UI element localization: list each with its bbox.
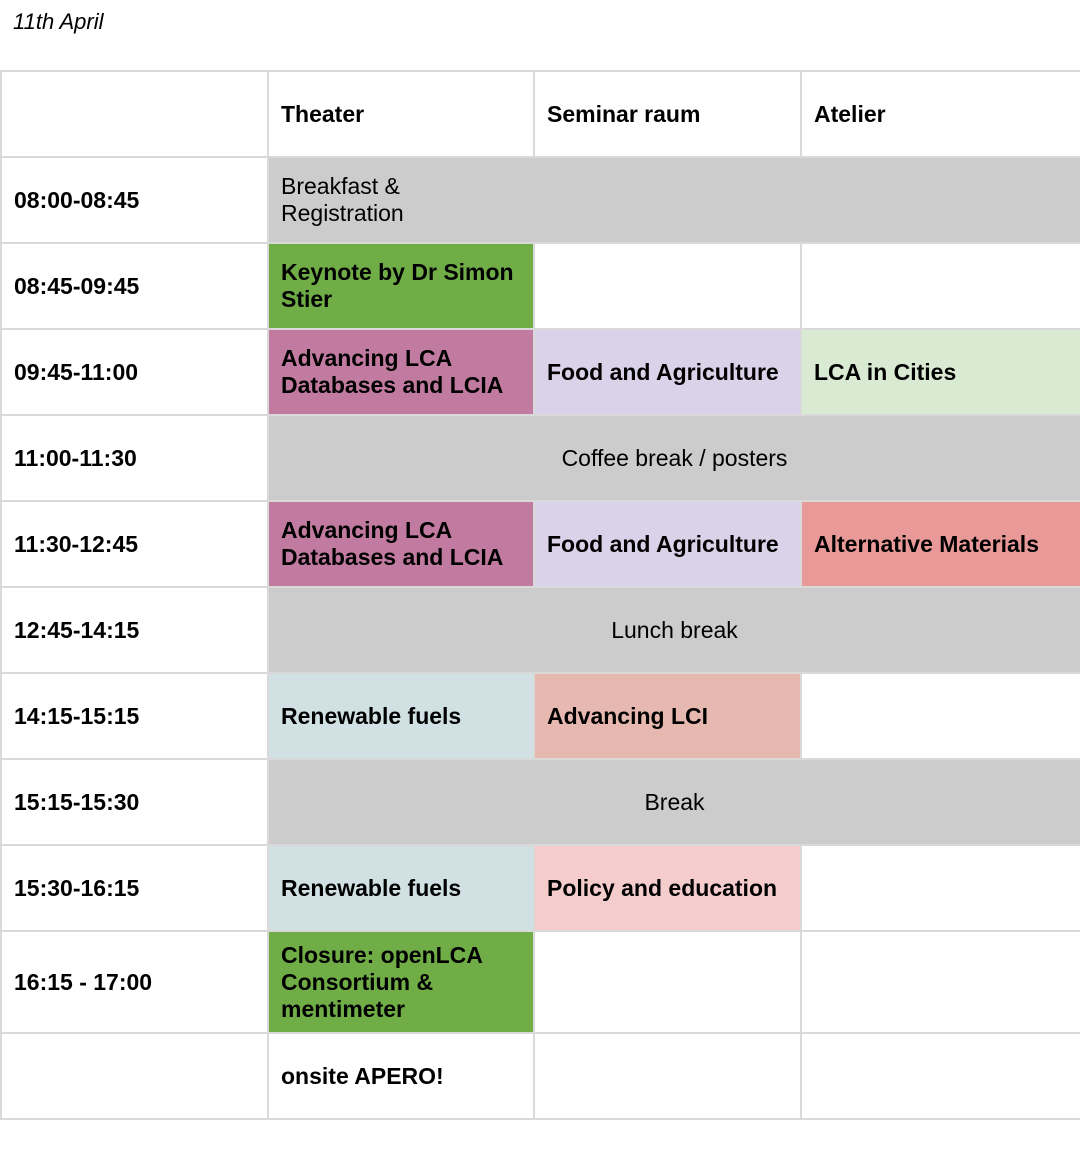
table-row: 11:00-11:30 Coffee break / posters	[0, 414, 1080, 502]
empty-cell	[533, 1032, 802, 1120]
session-alternative-materials: Alternative Materials	[800, 500, 1080, 588]
session-coffee-break: Coffee break / posters	[267, 414, 1080, 502]
session-advancing-lca-databases: Advancing LCA Databases and LCIA	[267, 328, 535, 416]
session-renewable-fuels: Renewable fuels	[267, 672, 535, 760]
table-row: 14:15-15:15 Renewable fuels Advancing LC…	[0, 672, 1080, 760]
table-row: 09:45-11:00 Advancing LCA Databases and …	[0, 328, 1080, 416]
session-renewable-fuels: Renewable fuels	[267, 844, 535, 932]
time-slot: 09:45-11:00	[0, 328, 269, 416]
empty-cell	[800, 242, 1080, 330]
table-row: onsite APERO!	[0, 1032, 1080, 1120]
session-food-agriculture: Food and Agriculture	[533, 500, 802, 588]
time-slot: 15:30-16:15	[0, 844, 269, 932]
empty-cell	[533, 242, 802, 330]
session-keynote: Keynote by Dr Simon Stier	[267, 242, 535, 330]
time-slot: 14:15-15:15	[0, 672, 269, 760]
empty-cell	[533, 930, 802, 1034]
room-header-seminar-raum: Seminar raum	[533, 70, 802, 158]
empty-cell	[800, 844, 1080, 932]
session-breakfast-registration: Breakfast & Registration	[267, 156, 1080, 244]
session-lunch-break: Lunch break	[267, 586, 1080, 674]
session-closure: Closure: openLCA Consortium & mentimeter	[267, 930, 535, 1034]
time-slot: 12:45-14:15	[0, 586, 269, 674]
table-row: 08:45-09:45 Keynote by Dr Simon Stier	[0, 242, 1080, 330]
time-slot: 11:30-12:45	[0, 500, 269, 588]
table-row: 12:45-14:15 Lunch break	[0, 586, 1080, 674]
empty-cell	[800, 672, 1080, 760]
table-row: 08:00-08:45 Breakfast & Registration	[0, 156, 1080, 244]
session-break: Break	[267, 758, 1080, 846]
session-advancing-lci: Advancing LCI	[533, 672, 802, 760]
empty-cell	[800, 930, 1080, 1034]
session-lca-in-cities: LCA in Cities	[800, 328, 1080, 416]
table-row: 15:15-15:30 Break	[0, 758, 1080, 846]
time-slot	[0, 1032, 269, 1120]
room-header-theater: Theater	[267, 70, 535, 158]
time-slot: 08:45-09:45	[0, 242, 269, 330]
session-policy-education: Policy and education	[533, 844, 802, 932]
header-row: Theater Seminar raum Atelier	[0, 70, 1080, 158]
table-row: 11:30-12:45 Advancing LCA Databases and …	[0, 500, 1080, 588]
schedule-date: 11th April	[13, 9, 104, 34]
time-slot: 08:00-08:45	[0, 156, 269, 244]
session-advancing-lca-databases: Advancing LCA Databases and LCIA	[267, 500, 535, 588]
session-food-agriculture: Food and Agriculture	[533, 328, 802, 416]
time-slot: 16:15 - 17:00	[0, 930, 269, 1034]
session-onsite-apero: onsite APERO!	[267, 1032, 535, 1120]
table-row: 15:30-16:15 Renewable fuels Policy and e…	[0, 844, 1080, 932]
empty-cell	[800, 1032, 1080, 1120]
time-slot: 11:00-11:30	[0, 414, 269, 502]
room-header-atelier: Atelier	[800, 70, 1080, 158]
time-slot: 15:15-15:30	[0, 758, 269, 846]
corner-cell	[0, 70, 269, 158]
table-row: 16:15 - 17:00 Closure: openLCA Consortiu…	[0, 930, 1080, 1034]
schedule-table: Theater Seminar raum Atelier 08:00-08:45…	[0, 70, 1080, 1120]
